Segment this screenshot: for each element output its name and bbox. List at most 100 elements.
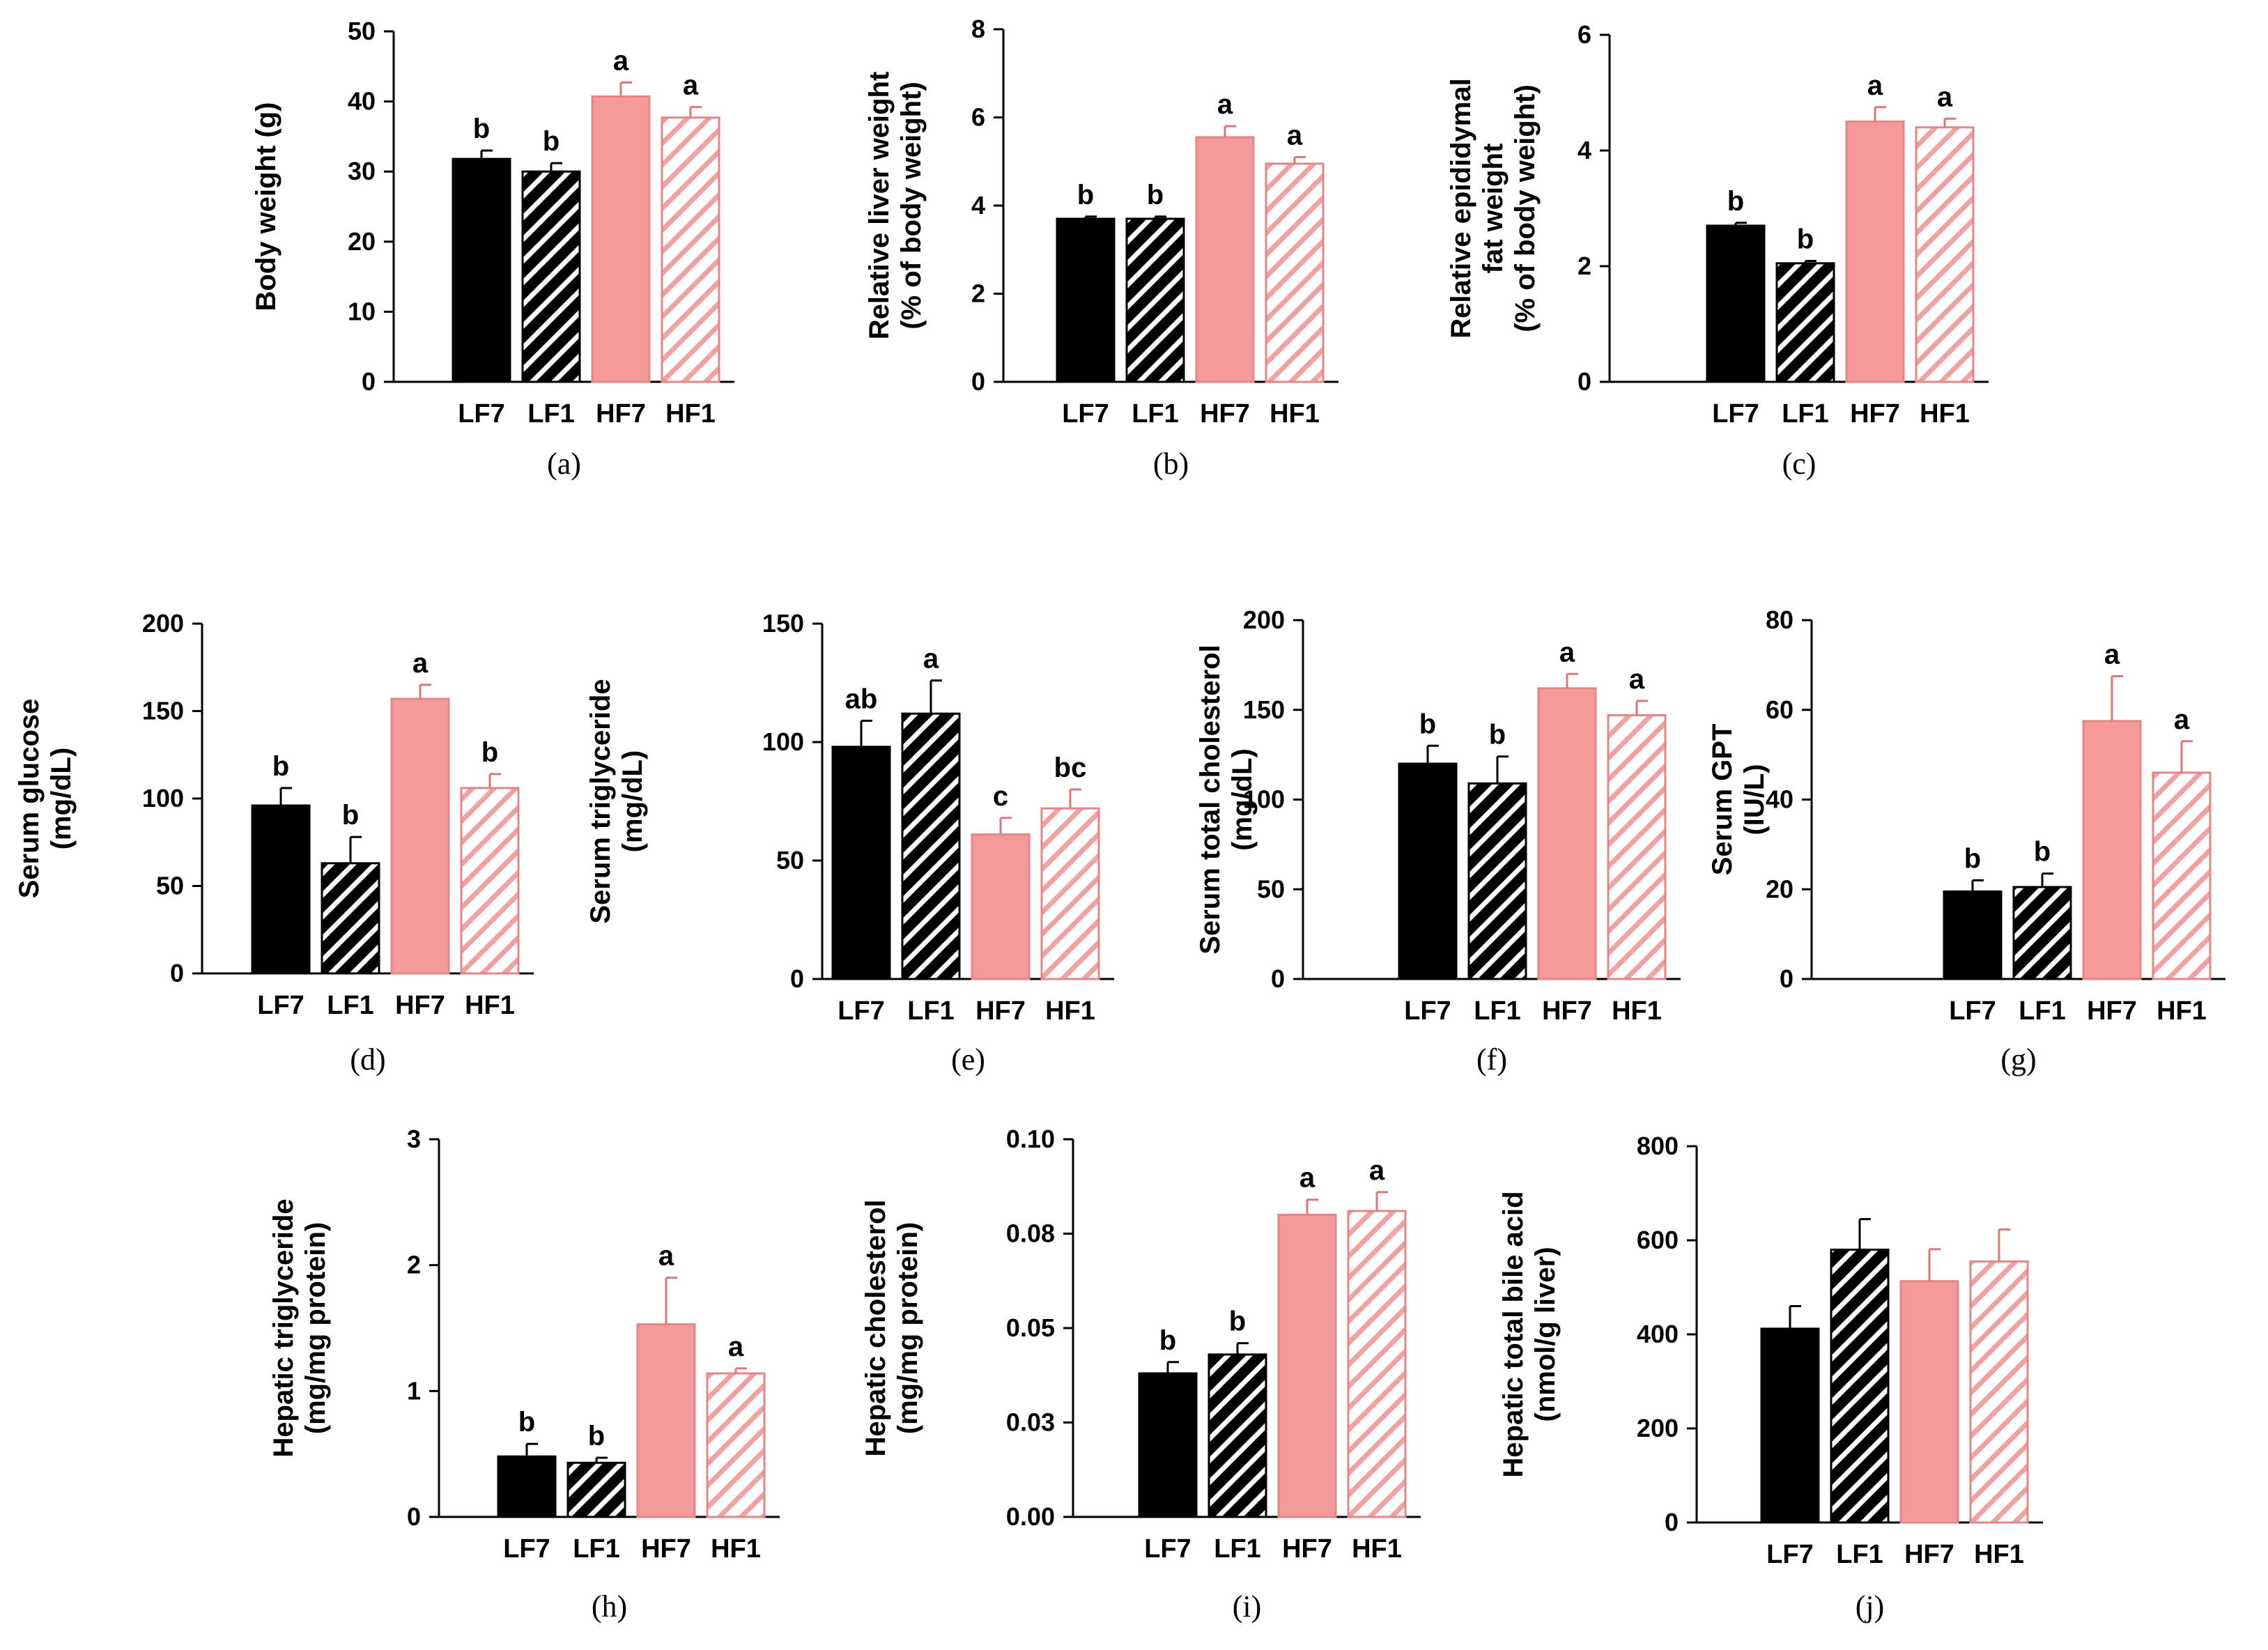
significance-letter: b (518, 1407, 535, 1437)
y-tick-label: 200 (142, 609, 184, 638)
y-tick-label: 400 (1637, 1320, 1679, 1348)
x-category-label: LF7 (458, 399, 505, 429)
bar-LF7 (251, 804, 311, 975)
y-tick-label: 80 (1766, 606, 1793, 634)
y-axis-label: Relative liver weight (864, 72, 895, 340)
x-category-label: LF7 (838, 996, 885, 1026)
x-category-label: HF7 (641, 1534, 691, 1564)
y-tick-label: 60 (1766, 695, 1793, 724)
y-axis-label: Relative epididymal (1446, 78, 1476, 338)
bar-LF1 (1208, 1353, 1267, 1518)
x-category-label: LF1 (527, 399, 575, 429)
significance-letter: b (473, 114, 490, 144)
x-category-label: HF1 (665, 399, 716, 429)
y-tick-label: 0 (971, 367, 985, 396)
chart-j: 0 200 400 600 800 LF7 LF1 HF7 HF1 Hepatic total b… (1498, 1132, 2043, 1624)
bar-HF1 (706, 1372, 766, 1518)
y-tick-label: 0.08 (1006, 1219, 1055, 1248)
panel-label: (i) (1233, 1589, 1262, 1624)
bar-HF7 (1845, 121, 1905, 383)
y-tick-label: 40 (1766, 785, 1793, 814)
panel-label: (c) (1782, 447, 1816, 481)
x-category-label: HF1 (1352, 1534, 1402, 1564)
chart-d: 0 50 100 150 200 b LF7 b LF1 a HF7 b HF1 Serum glucos… (14, 609, 534, 1077)
bar-HF1 (1915, 126, 1975, 383)
significance-letter: b (1797, 224, 1814, 255)
y-axis-label: (% of body weight) (896, 82, 927, 330)
x-category-label: LF1 (2019, 996, 2066, 1026)
y-tick-label: 100 (762, 727, 804, 756)
significance-letter: b (481, 737, 498, 768)
significance-letter: b (1727, 186, 1744, 217)
x-category-label: LF7 (257, 991, 304, 1020)
significance-letter: b (1229, 1306, 1246, 1337)
panel-label: (f) (1476, 1042, 1507, 1077)
bar-LF7 (1398, 762, 1458, 980)
significance-letter: a (1299, 1163, 1316, 1194)
bar-HF7 (591, 95, 651, 383)
x-category-label: HF7 (1850, 399, 1900, 429)
significance-letter: a (1369, 1155, 1385, 1186)
y-tick-label: 800 (1637, 1132, 1679, 1160)
y-axis-label: Serum GPT (1707, 724, 1738, 876)
significance-letter: b (1964, 843, 1981, 874)
y-axis-label: Serum glucose (14, 699, 45, 899)
chart-g: 0 20 40 60 80 b LF7 b LF1 a HF7 a HF1 Serum GPT (IU/L)… (1707, 606, 2225, 1077)
significance-letter: bc (1054, 753, 1087, 783)
bar-HF1 (1969, 1260, 2029, 1524)
y-tick-label: 40 (348, 87, 376, 116)
y-tick-label: 1 (407, 1376, 421, 1405)
significance-letter: b (2034, 837, 2051, 868)
x-category-label: LF1 (907, 996, 955, 1026)
y-tick-label: 150 (762, 609, 804, 638)
bar-HF1 (1040, 807, 1100, 980)
y-tick-label: 2 (1577, 252, 1591, 280)
x-category-label: HF7 (395, 991, 445, 1020)
y-tick-label: 6 (1577, 20, 1591, 49)
bar-HF1 (1347, 1210, 1407, 1518)
panel-label: (d) (350, 1042, 385, 1077)
y-axis-label: Serum triglyceride (585, 679, 616, 923)
significance-letter: b (1489, 720, 1506, 750)
y-tick-label: 20 (348, 227, 376, 256)
y-axis-label: Hepatic triglyceride (268, 1198, 299, 1457)
x-category-label: LF1 (573, 1534, 620, 1564)
x-category-label: LF7 (1949, 996, 1996, 1026)
x-category-label: HF7 (1542, 996, 1592, 1026)
x-category-label: LF1 (1214, 1534, 1261, 1564)
y-tick-label: 0 (407, 1502, 421, 1531)
significance-letter: a (1287, 120, 1303, 151)
y-tick-label: 50 (1257, 874, 1285, 903)
y-tick-label: 150 (1243, 695, 1285, 724)
y-tick-label: 3 (407, 1125, 421, 1153)
bar-LF7 (1706, 224, 1766, 383)
bar-LF1 (521, 170, 581, 383)
y-axis-label: (nmol/g liver) (1530, 1247, 1561, 1421)
bar-HF7 (390, 697, 450, 975)
bar-HF7 (1277, 1213, 1337, 1518)
y-tick-label: 6 (971, 103, 985, 132)
y-tick-label: 0.03 (1006, 1408, 1055, 1437)
bar-LF7 (452, 157, 511, 383)
y-axis-label: (% of body weight) (1510, 84, 1541, 332)
x-category-label: LF7 (1766, 1540, 1814, 1569)
significance-letter: a (1867, 70, 1883, 101)
bar-LF1 (1830, 1249, 1890, 1524)
bar-LF7 (1943, 890, 2003, 980)
significance-letter: b (272, 751, 289, 782)
significance-letter: a (1629, 664, 1645, 695)
x-category-label: LF1 (327, 991, 374, 1020)
chart-b: 0 2 4 6 8 b LF7 b LF1 a HF7 a HF1 Relative liver weig… (864, 15, 1339, 481)
significance-letter: a (1217, 89, 1233, 120)
y-axis-label: (mg/mg protein) (893, 1222, 923, 1434)
bar-HF1 (661, 116, 720, 383)
x-category-label: LF7 (1404, 996, 1451, 1026)
y-tick-label: 0 (170, 959, 184, 987)
significance-letter: b (1419, 709, 1436, 739)
y-tick-label: 50 (776, 846, 804, 874)
significance-letter: a (2174, 704, 2190, 735)
bar-LF7 (1056, 217, 1116, 383)
bar-HF1 (1607, 714, 1667, 980)
